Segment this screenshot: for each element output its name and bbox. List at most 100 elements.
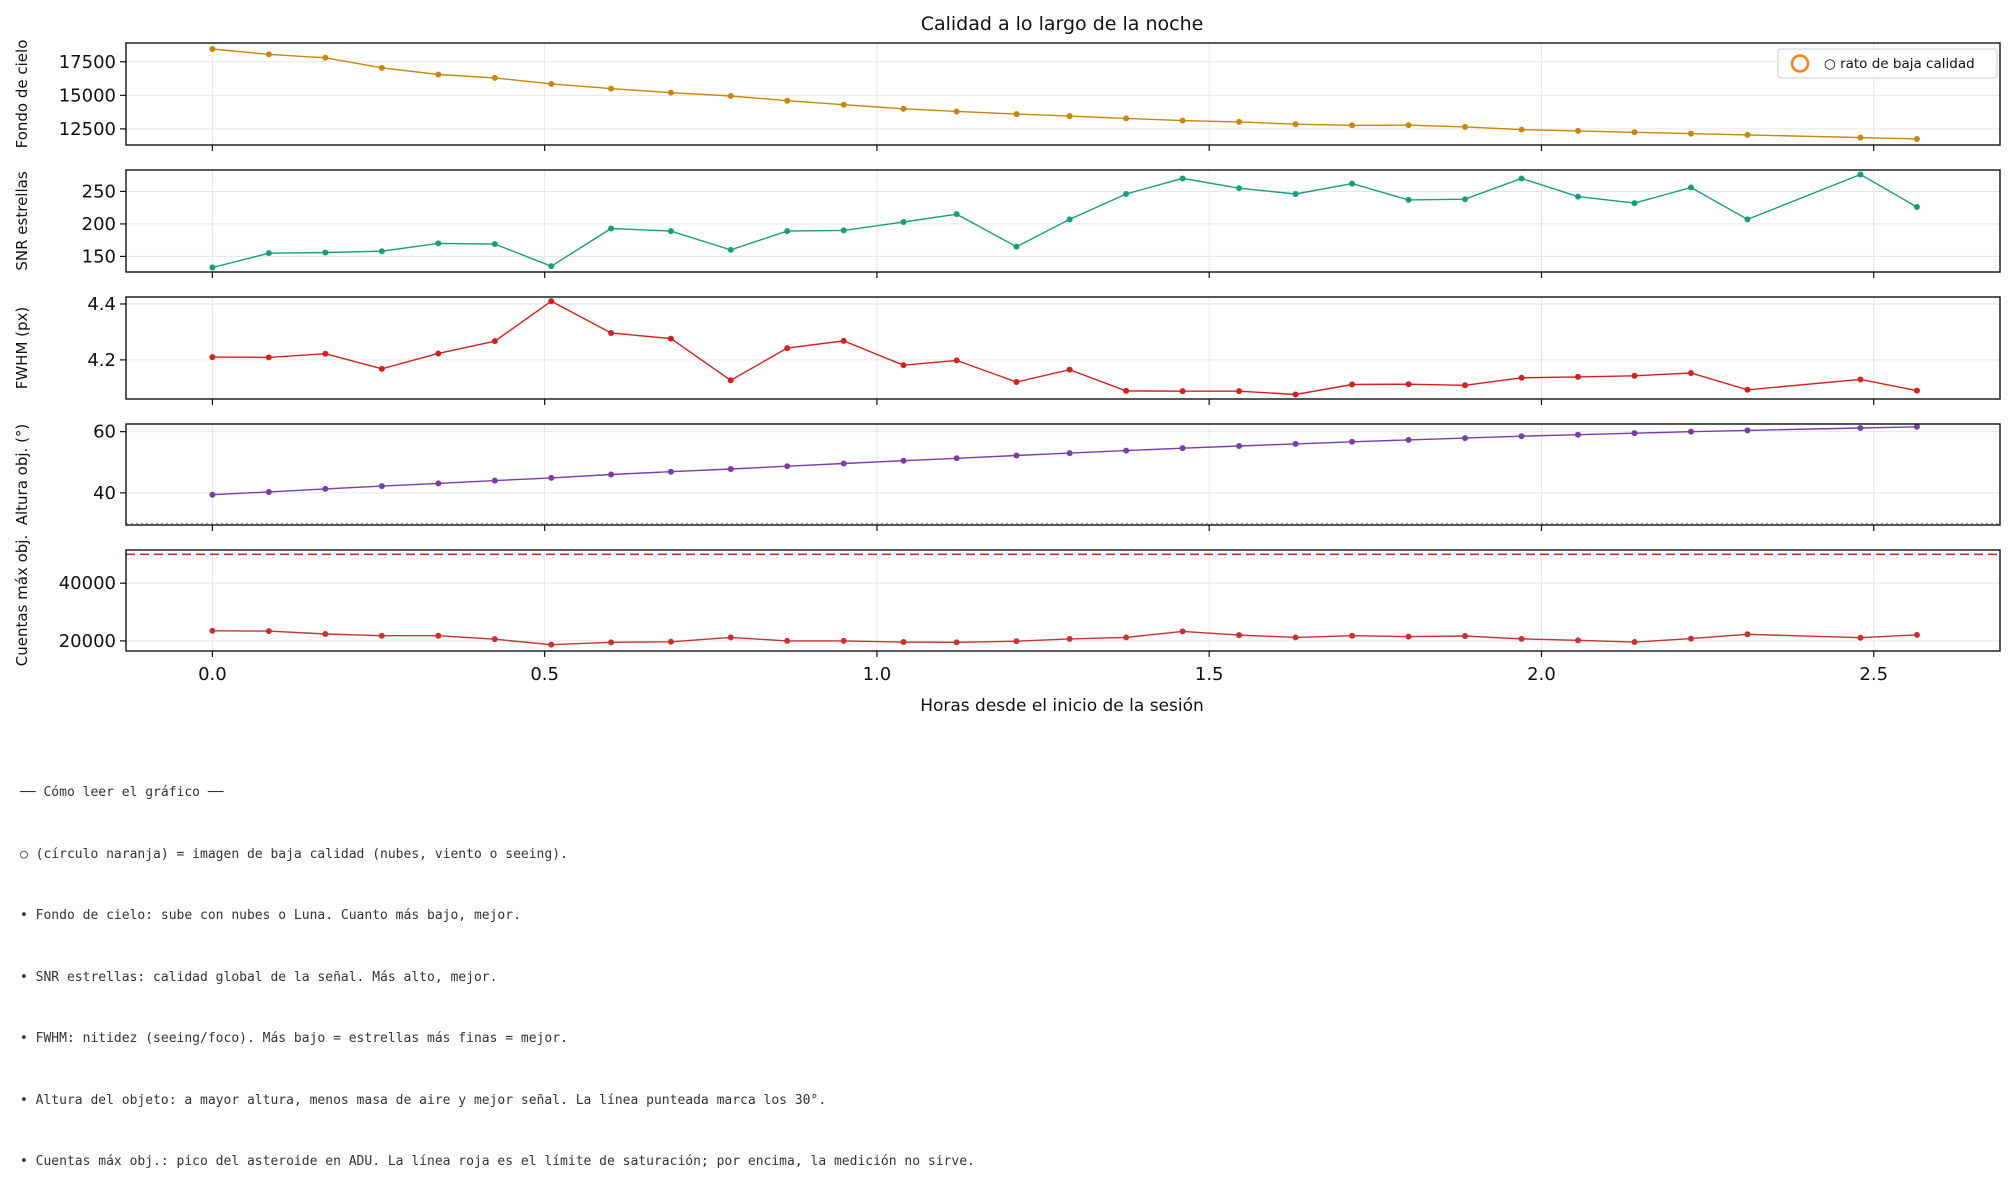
data-point [1066,450,1073,457]
data-point [322,54,329,61]
quality-chart: Calidad a lo largo de la noche 125001500… [13,13,2001,716]
data-point [1575,637,1582,644]
data-point [1123,447,1130,454]
data-point [840,460,847,467]
series-line-max-counts [212,630,1917,646]
data-point [1179,175,1186,182]
data-point [209,354,216,361]
data-point [900,639,907,646]
data-point [1066,635,1073,642]
data-point [1857,134,1864,141]
y-tick-label: 60 [93,422,116,443]
data-point [1744,216,1751,223]
data-point [1462,435,1469,442]
data-point [548,263,555,270]
data-point [209,627,216,634]
data-point [1913,135,1920,142]
data-point [667,468,674,475]
data-point [548,298,555,305]
data-point [1575,127,1582,134]
panel-frame [125,169,2001,273]
y-axis-label-max-counts: Cuentas máx obj. [13,535,31,666]
data-point [1066,366,1073,373]
data-point [1405,122,1412,129]
note-fwhm: • FWHM: nitidez (seeing/foco). Más bajo … [20,1031,568,1046]
reading-notes: ── Cómo leer el gráfico ── ○ (círculo na… [20,742,975,1193]
data-point [784,228,791,235]
data-point [265,250,272,257]
data-point [209,491,216,498]
y-tick-label: 4.4 [87,294,116,315]
data-point [1349,381,1356,388]
data-point [1575,373,1582,380]
data-point [1013,378,1020,385]
data-point [1518,433,1525,440]
data-point [265,628,272,635]
data-point [1913,204,1920,211]
data-point [1123,387,1130,394]
data-point [1913,631,1920,638]
panel-fwhm: 4.2 4.4 FWHM (px) [13,294,2001,405]
data-point [667,335,674,342]
data-point [1123,115,1130,122]
chart-title: Calidad a lo largo de la noche [921,13,1204,35]
panel-frame [125,296,2001,400]
x-tick-label: 1.0 [863,664,892,685]
y-tick-label: 17500 [59,52,116,73]
data-point [491,636,498,643]
data-point [378,483,385,490]
data-point [667,89,674,96]
data-point [784,345,791,352]
data-point [1349,632,1356,639]
y-tick-label: 250 [82,181,116,202]
note-snr: • SNR estrellas: calidad global de la se… [20,969,498,985]
data-point [1292,634,1299,641]
y-tick-label: 15000 [59,85,116,106]
data-point [608,330,615,337]
note-sky-background: • Fondo de cielo: sube con nubes o Luna.… [20,908,521,923]
series-line-sky-background [212,48,1917,140]
data-point [1687,370,1694,377]
x-tick-label: 0.5 [530,664,559,685]
data-point [1857,424,1864,431]
data-point [548,80,555,87]
data-point [953,357,960,364]
data-point [209,46,216,53]
data-point [784,97,791,104]
data-point [1687,184,1694,191]
y-axis-label-fwhm: FWHM (px) [13,307,31,390]
data-point [1857,634,1864,641]
data-point [435,240,442,247]
y-tick-label: 150 [82,246,116,267]
series-line-snr [212,173,1918,269]
y-tick-label: 40000 [59,573,116,594]
data-point [265,354,272,361]
data-point [727,377,734,384]
data-point [1687,635,1694,642]
data-point [953,639,960,646]
data-point [435,71,442,78]
note-max-counts: • Cuentas máx obj.: pico del asteroide e… [20,1154,975,1169]
data-point [1066,216,1073,223]
data-point [378,64,385,71]
data-point [1744,131,1751,138]
data-point [435,632,442,639]
data-point [1349,122,1356,129]
y-tick-label: 4.2 [87,350,116,371]
legend: ○ rato de baja calidad [1777,48,1998,79]
data-point [1462,632,1469,639]
data-point [322,249,329,256]
data-point [1913,387,1920,394]
data-point [1236,185,1243,192]
data-point [1066,113,1073,120]
data-point [840,637,847,644]
data-point [1518,635,1525,642]
data-point [1292,440,1299,447]
data-point [1631,639,1638,646]
data-point [322,350,329,357]
data-point [840,337,847,344]
data-point [900,457,907,464]
note-altitude: • Altura del objeto: a mayor altura, men… [20,1092,827,1108]
y-tick-label: 40 [93,483,116,504]
data-point [1123,634,1130,641]
